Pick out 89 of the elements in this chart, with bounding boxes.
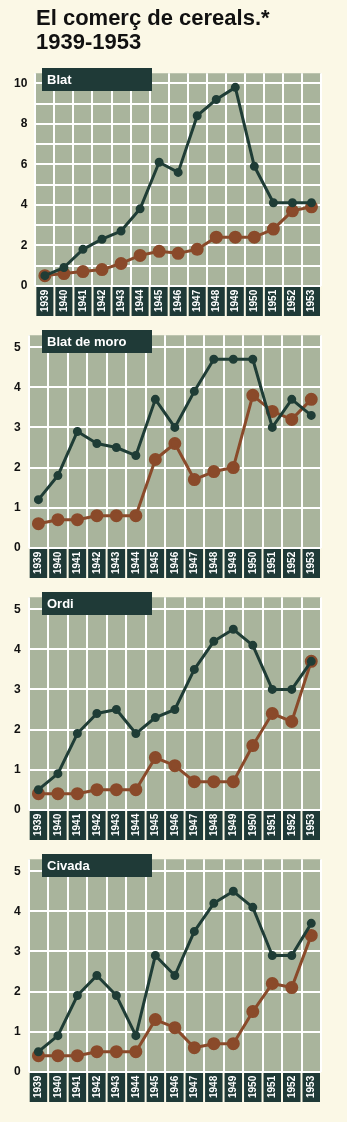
x-tick-label: 1945: [149, 551, 161, 574]
y-tick-label: 1: [13, 1023, 21, 1038]
x-tick-label: 1951: [266, 813, 278, 836]
x-tick-label: 1953: [305, 813, 317, 836]
x-tick-label: 1950: [246, 1075, 258, 1098]
y-tick-label: 1: [13, 761, 21, 776]
x-tick-label: 1941: [71, 1075, 83, 1098]
chart-subtitle: Blat: [47, 72, 72, 87]
x-tick-label: 1950: [246, 551, 258, 574]
y-tick-label: 5: [13, 601, 21, 616]
x-tick-label: 1943: [110, 551, 122, 574]
y-tick-label: 5: [13, 863, 21, 878]
x-tick-label: 1946: [168, 551, 180, 574]
x-tick-label: 1944: [129, 813, 141, 836]
y-tick-label: 1: [13, 499, 21, 514]
y-tick-label: 0: [20, 278, 28, 293]
x-tick-label: 1949: [227, 813, 239, 836]
y-tick-label: 4: [13, 379, 21, 394]
y-tick-label: 0: [13, 1064, 21, 1079]
x-tick-label: 1945: [149, 813, 161, 836]
y-tick-label: 3: [13, 943, 21, 958]
x-tick-label: 1941: [71, 551, 83, 574]
x-tick-label: 1948: [207, 1075, 219, 1098]
y-tick-label: 6: [20, 156, 28, 171]
x-tick-label: 1948: [210, 289, 222, 312]
x-tick-label: 1944: [129, 551, 141, 574]
x-tick-label: 1953: [305, 551, 317, 574]
x-tick-label: 1946: [171, 289, 183, 312]
y-tick-label: 5: [13, 339, 21, 354]
y-tick-label: 3: [13, 419, 21, 434]
x-tick-label: 1939: [32, 813, 44, 836]
y-tick-label: 3: [13, 681, 21, 696]
x-tick-label: 1947: [188, 551, 200, 574]
x-tick-label: 1947: [188, 1075, 200, 1098]
x-tick-label: 1953: [305, 289, 317, 312]
x-tick-label: 1942: [90, 551, 102, 574]
x-tick-label: 1940: [57, 289, 69, 312]
x-tick-label: 1939: [32, 1075, 44, 1098]
x-tick-label: 1943: [110, 1075, 122, 1098]
x-tick-label: 1947: [190, 289, 202, 312]
y-tick-label: 2: [20, 237, 28, 252]
x-tick-label: 1941: [71, 813, 83, 836]
x-tick-label: 1953: [305, 1075, 317, 1098]
x-tick-label: 1952: [285, 551, 297, 574]
x-tick-label: 1947: [188, 813, 200, 836]
y-tick-label: 2: [13, 983, 21, 998]
x-tick-label: 1943: [110, 813, 122, 836]
chart-title: El comerç de cereals.* 1939-1953: [35, 4, 271, 56]
x-tick-label: 1950: [246, 813, 258, 836]
chart-subtitle: Ordi: [47, 596, 74, 611]
x-tick-label: 1949: [227, 1075, 239, 1098]
x-tick-label: 1952: [285, 813, 297, 836]
y-tick-label: 8: [20, 116, 28, 131]
x-tick-label: 1951: [266, 551, 278, 574]
x-tick-label: 1946: [168, 813, 180, 836]
x-tick-label: 1940: [51, 1075, 63, 1098]
x-tick-label: 1952: [285, 1075, 297, 1098]
x-tick-label: 1940: [51, 813, 63, 836]
x-tick-label: 1943: [114, 289, 126, 312]
x-tick-label: 1951: [266, 1075, 278, 1098]
x-tick-label: 1949: [227, 551, 239, 574]
x-tick-label: 1948: [207, 813, 219, 836]
y-tick-label: 4: [13, 903, 21, 918]
x-tick-label: 1951: [267, 289, 279, 312]
x-tick-label: 1944: [129, 1075, 141, 1098]
y-tick-label: 0: [13, 802, 21, 817]
x-tick-label: 1941: [76, 289, 88, 312]
chart-subtitle: Blat de moro: [47, 334, 127, 349]
y-tick-label: 0: [13, 540, 21, 555]
x-tick-label: 1939: [38, 289, 50, 312]
x-tick-label: 1945: [152, 289, 164, 312]
x-tick-label: 1948: [207, 551, 219, 574]
y-tick-label: 2: [13, 721, 21, 736]
x-tick-label: 1950: [248, 289, 260, 312]
y-tick-label: 10: [13, 75, 28, 90]
y-tick-label: 4: [20, 197, 28, 212]
x-tick-label: 1944: [133, 289, 145, 312]
x-tick-label: 1949: [229, 289, 241, 312]
x-tick-label: 1940: [51, 551, 63, 574]
chart-subtitle: Civada: [47, 858, 90, 873]
y-tick-label: 2: [13, 459, 21, 474]
x-tick-label: 1945: [149, 1075, 161, 1098]
x-tick-label: 1942: [95, 289, 107, 312]
x-tick-label: 1952: [286, 289, 298, 312]
x-tick-label: 1942: [90, 813, 102, 836]
x-tick-label: 1942: [90, 1075, 102, 1098]
x-tick-label: 1939: [32, 551, 44, 574]
y-tick-label: 4: [13, 641, 21, 656]
x-tick-label: 1946: [168, 1075, 180, 1098]
